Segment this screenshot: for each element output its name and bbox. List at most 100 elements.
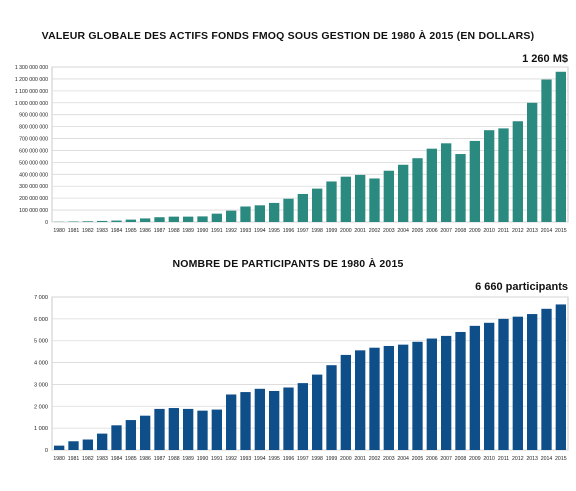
bar <box>484 130 495 222</box>
bar <box>269 202 280 222</box>
x-tick-label: 2001 <box>354 456 366 462</box>
x-tick-label: 1994 <box>254 456 266 462</box>
x-tick-label: 1981 <box>68 456 80 462</box>
y-tick-label: 7 000 <box>34 295 48 301</box>
x-tick-label: 1991 <box>211 228 223 234</box>
x-tick-label: 2013 <box>526 456 538 462</box>
bar <box>125 420 136 450</box>
bar <box>498 128 509 222</box>
x-tick-label: 2012 <box>512 456 524 462</box>
x-tick-label: 1991 <box>211 456 223 462</box>
bar <box>97 220 108 222</box>
bar <box>527 314 538 450</box>
bar <box>211 213 222 222</box>
x-tick-label: 1999 <box>326 228 338 234</box>
x-tick-label: 1990 <box>197 228 209 234</box>
y-tick-label: 100 000 000 <box>19 208 48 214</box>
bar <box>512 121 523 222</box>
bar <box>240 206 251 222</box>
x-tick-label: 2014 <box>541 228 553 234</box>
x-tick-label: 1989 <box>182 228 194 234</box>
x-tick-label: 2014 <box>541 456 553 462</box>
bar <box>211 409 222 450</box>
x-tick-label: 2000 <box>340 228 352 234</box>
bar <box>140 415 151 450</box>
bar <box>555 71 566 223</box>
bar <box>125 219 136 222</box>
chart-title-assets: VALEUR GLOBALE DES ACTIFS FONDS FMOQ SOU… <box>41 30 535 42</box>
y-tick-label: 0 <box>45 448 48 454</box>
y-tick-label: 1 000 000 000 <box>15 101 48 107</box>
y-tick-label: 4 000 <box>34 361 48 367</box>
x-tick-label: 2005 <box>412 228 424 234</box>
bar <box>168 408 179 450</box>
bar <box>441 143 452 222</box>
bar <box>183 408 194 450</box>
bar <box>541 308 552 450</box>
x-tick-label: 1985 <box>125 228 137 234</box>
x-tick-label: 1983 <box>96 456 108 462</box>
x-tick-label: 1995 <box>268 456 280 462</box>
bar <box>140 218 151 222</box>
y-tick-label: 500 000 000 <box>19 160 48 166</box>
chart-title-participants: NOMBRE DE PARTICIPANTS DE 1980 À 2015 <box>172 258 404 270</box>
x-tick-label: 2003 <box>383 228 395 234</box>
bar <box>154 217 165 222</box>
x-tick-label: 2010 <box>483 228 495 234</box>
plot-area <box>51 296 569 451</box>
x-tick-label: 1992 <box>225 456 237 462</box>
bar <box>484 322 495 450</box>
x-tick-label: 1985 <box>125 456 137 462</box>
y-tick-label: 600 000 000 <box>19 148 48 154</box>
x-tick-label: 2005 <box>412 456 424 462</box>
x-tick-label: 1988 <box>168 456 180 462</box>
bar <box>226 210 237 222</box>
x-tick-label: 1997 <box>297 228 309 234</box>
bar <box>512 316 523 450</box>
x-tick-label: 2001 <box>354 228 366 234</box>
x-tick-label: 1993 <box>240 228 252 234</box>
bar <box>355 350 366 450</box>
bar <box>154 408 165 450</box>
x-tick-label: 1996 <box>283 228 295 234</box>
bar <box>369 347 380 450</box>
x-tick-label: 1990 <box>197 456 209 462</box>
bar <box>383 345 394 450</box>
y-tick-label: 1 100 000 000 <box>15 89 48 95</box>
y-tick-label: 3 000 <box>34 382 48 388</box>
bar <box>441 335 452 450</box>
bar <box>326 181 337 222</box>
x-tick-label: 2002 <box>369 228 381 234</box>
x-tick-label: 1994 <box>254 228 266 234</box>
bar <box>111 425 122 450</box>
y-tick-label: 300 000 000 <box>19 184 48 190</box>
y-tick-label: 0 <box>45 220 48 226</box>
x-tick-label: 2006 <box>426 456 438 462</box>
bar <box>269 390 280 450</box>
x-tick-label: 2011 <box>498 228 509 234</box>
x-tick-label: 2008 <box>455 456 467 462</box>
y-tick-label: 800 000 000 <box>19 125 48 131</box>
bar <box>283 198 294 222</box>
bar <box>312 374 323 450</box>
x-tick-label: 2009 <box>469 456 481 462</box>
bar <box>197 410 208 450</box>
y-tick-label: 1 300 000 000 <box>15 65 48 71</box>
x-tick-label: 2009 <box>469 228 481 234</box>
bar <box>68 441 79 450</box>
x-tick-label: 1989 <box>182 456 194 462</box>
bar <box>226 394 237 450</box>
bar <box>168 216 179 222</box>
bar <box>455 331 466 450</box>
x-tick-label: 1996 <box>283 456 295 462</box>
x-tick-label: 1982 <box>82 456 94 462</box>
annotation-assets-total: 1 260 M$ <box>522 53 568 65</box>
x-tick-label: 1988 <box>168 228 180 234</box>
x-tick-label: 1998 <box>311 228 323 234</box>
x-tick-label: 1997 <box>297 456 309 462</box>
bar <box>412 158 423 222</box>
x-tick-label: 2008 <box>455 228 467 234</box>
bar <box>312 188 323 222</box>
